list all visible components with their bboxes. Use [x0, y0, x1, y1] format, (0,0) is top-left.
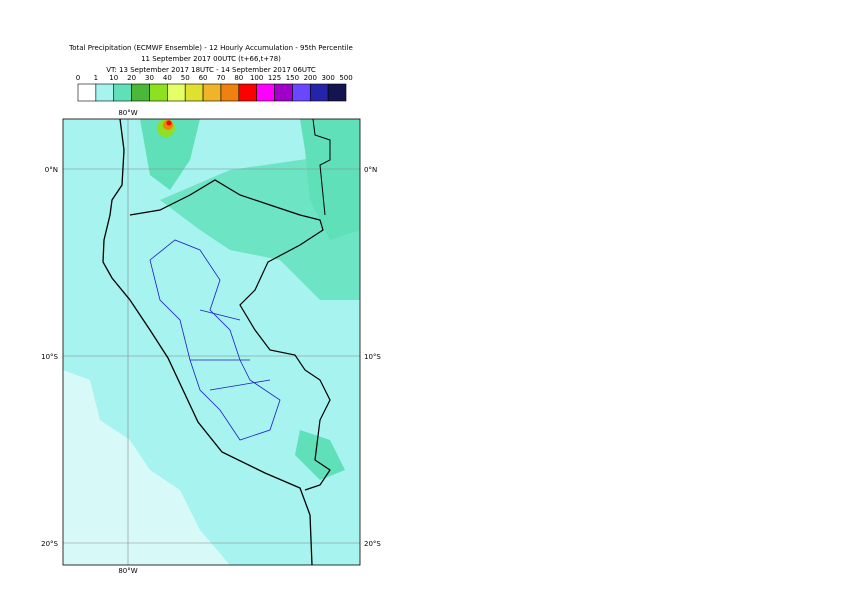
legend-label: 50: [181, 74, 190, 82]
legend-label: 40: [163, 74, 172, 82]
wet-area: [295, 430, 345, 480]
legend-swatch: [149, 83, 168, 102]
legend-label: 70: [216, 74, 225, 82]
legend-swatch: [202, 83, 222, 102]
border: [312, 118, 331, 216]
legend-label: 100: [250, 74, 263, 82]
precip-max: [166, 120, 172, 126]
legend-swatch: [220, 83, 240, 102]
legend-swatch: [274, 83, 293, 102]
title-line: Total Precipitation (ECMWF Ensemble) - 1…: [68, 44, 353, 52]
lat-label: 0°N: [45, 166, 58, 174]
title-line: 11 September 2017 00UTC (t+66,t+78): [141, 55, 281, 63]
legend: 0 1 10 20 30 40 50 60 70 80 100 125 150 200 300 500: [76, 74, 353, 102]
legend-label: 200: [304, 74, 317, 82]
border: [129, 179, 331, 491]
legend-swatch: [77, 83, 97, 102]
legend-swatch: [184, 83, 204, 102]
lon-label: 80°W: [118, 567, 137, 575]
legend-label: 30: [145, 74, 154, 82]
lat-label: 0°N: [364, 166, 377, 174]
lat-label: 20°S: [364, 540, 381, 548]
coastline: [102, 118, 313, 566]
lon-label: 80°W: [118, 109, 137, 117]
legend-label: 20: [127, 74, 136, 82]
legend-label: 0: [76, 74, 80, 82]
lat-label: 10°S: [364, 353, 381, 361]
legend-swatch: [131, 83, 150, 102]
wet-area: [300, 119, 360, 240]
legend-swatch: [256, 83, 275, 102]
legend-swatch: [292, 83, 311, 102]
legend-label: 1: [94, 74, 98, 82]
legend-label: 125: [268, 74, 281, 82]
legend-swatch: [327, 83, 347, 102]
map-frame: [62, 118, 361, 566]
legend-label: 150: [286, 74, 299, 82]
legend-swatch: [167, 83, 186, 102]
legend-label: 80: [234, 74, 243, 82]
legend-swatch: [238, 83, 257, 102]
legend-label: 500: [339, 74, 352, 82]
wet-area: [140, 119, 200, 190]
legend-label: 300: [321, 74, 334, 82]
legend-swatch: [309, 83, 329, 102]
lat-label: 20°S: [41, 540, 58, 548]
legend-swatch: [113, 83, 132, 102]
lat-label: 10°S: [41, 353, 58, 361]
legend-swatch: [95, 83, 115, 102]
title-line: VT: 13 September 2017 18UTC - 14 Septemb…: [106, 66, 316, 74]
legend-label: 60: [199, 74, 208, 82]
admin-borders: [149, 239, 281, 441]
dry-area: [63, 370, 230, 565]
legend-label: 10: [109, 74, 118, 82]
map: 80°W 80°W 0°N 0°N 10°S 10°S 20°S 20°S: [41, 109, 381, 575]
